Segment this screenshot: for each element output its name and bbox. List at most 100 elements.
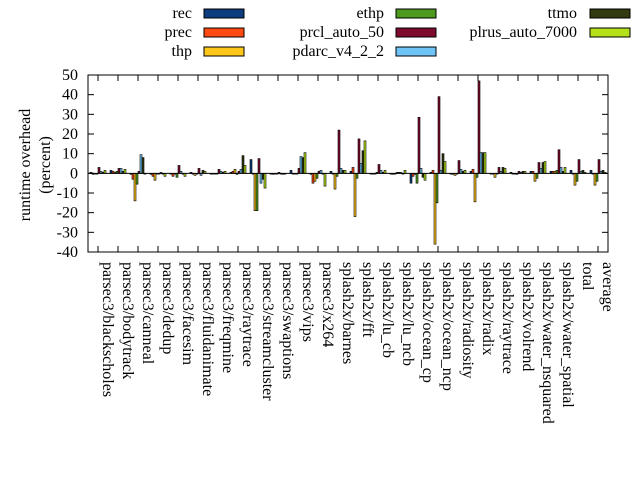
x-tick-label: parsec3/streamcluster: [259, 262, 276, 401]
bar-plrus_auto_7000: [483, 152, 487, 174]
bar-ttmo: [141, 157, 145, 174]
legend-label-thp: thp: [172, 43, 192, 60]
bar-ethp: [435, 173, 439, 204]
bar-plrus_auto_7000: [323, 173, 327, 187]
bar-pdarc_v4_2_2: [139, 154, 143, 174]
bar-ethp: [535, 173, 539, 179]
bar-prec: [471, 169, 475, 174]
bar-thp: [153, 173, 157, 181]
y-tick-label: 20: [62, 126, 78, 143]
x-tick-label: splash2x/radiosity: [459, 262, 476, 378]
y-tick-label: -10: [57, 185, 78, 202]
bar-thp: [233, 169, 237, 174]
bar-ethp: [475, 173, 479, 178]
x-tick-label: splash2x/radix: [479, 262, 496, 355]
x-tick-label: splash2x/ocean_ncp: [439, 262, 456, 391]
bar-ethp: [255, 173, 259, 211]
bar-prcl_auto_50: [257, 158, 261, 174]
y-axis-unit-label: (percent): [37, 136, 54, 194]
legend-label-ttmo: ttmo: [548, 5, 577, 22]
bar-pdarc_v4_2_2: [419, 168, 423, 174]
x-tick-label: parsec3/fluidanimate: [199, 262, 216, 396]
y-tick-label: -40: [57, 244, 78, 261]
plot-border: [87, 74, 609, 253]
x-tick-label: splash2x/fft: [359, 262, 376, 338]
bar-ethp: [135, 173, 139, 185]
legend-swatch-thp: [203, 46, 245, 57]
y-tick-label: 10: [62, 146, 78, 163]
legend-label-prec: prec: [164, 24, 192, 41]
bar-plrus_auto_7000: [503, 168, 507, 174]
x-tick-label: splash2x/barnes: [339, 262, 356, 364]
x-tick-label: parsec3/bodytrack: [119, 262, 136, 379]
legend-swatch-ethp: [395, 8, 437, 19]
legend-swatch-prcl_auto_50: [395, 27, 437, 38]
x-tick-label: average: [599, 262, 616, 312]
x-tick-label: parsec3/dedup: [159, 262, 176, 354]
bar-prcl_auto_50: [197, 168, 201, 174]
x-tick-label: parsec3/canneal: [139, 262, 156, 365]
legend-swatch-ttmo: [589, 8, 631, 19]
bar-ethp: [415, 173, 419, 184]
bar-plrus_auto_7000: [243, 165, 247, 174]
bar-plrus_auto_7000: [263, 173, 267, 189]
x-tick-label: parsec3/blackscholes: [99, 262, 116, 397]
bar-prcl_auto_50: [337, 129, 341, 174]
bar-ethp: [355, 173, 359, 179]
legend: rec prec thp ethp prcl_auto_50 pdarc_v4_2_2 tt…: [164, 5, 631, 60]
legend-label-prcl_auto_50: prcl_auto_50: [300, 24, 384, 41]
legend-swatch-plrus_auto_7000: [589, 27, 631, 38]
bar-prec: [351, 167, 355, 174]
x-tick-label: parsec3/facesim: [179, 262, 196, 366]
bar-prec: [131, 173, 135, 180]
bar-prcl_auto_50: [97, 167, 101, 174]
legend-label-rec: rec: [172, 5, 192, 22]
y-tick-label: -30: [57, 224, 78, 241]
bar-thp: [253, 173, 257, 211]
bar-ethp: [595, 173, 599, 182]
bar-plrus_auto_7000: [543, 161, 547, 174]
bar-prcl_auto_50: [437, 96, 441, 174]
x-tick-label: parsec3/vips: [299, 262, 316, 342]
bar-ethp: [575, 173, 579, 182]
bar-plrus_auto_7000: [423, 173, 427, 181]
bar-thp: [473, 173, 477, 203]
bar-plrus_auto_7000: [443, 161, 447, 174]
bar-thp: [133, 173, 137, 202]
bar-prcl_auto_50: [177, 165, 181, 174]
x-tick-label: parsec3/raytrace: [239, 262, 256, 367]
bar-thp: [353, 173, 357, 217]
legend-swatch-prec: [203, 27, 245, 38]
bar-plrus_auto_7000: [563, 167, 567, 174]
bar-plrus_auto_7000: [123, 169, 127, 174]
legend-swatch-pdarc_v4_2_2: [395, 46, 437, 57]
y-tick-label: -20: [57, 205, 78, 222]
bar-ethp: [175, 173, 179, 178]
bar-pdarc_v4_2_2: [239, 169, 243, 174]
x-tick-label: splash2x/lu_cb: [379, 262, 396, 358]
bar-ethp: [315, 173, 319, 179]
x-tick-label: splash2x/water_nsquared: [539, 262, 556, 424]
bar-pdarc_v4_2_2: [119, 168, 123, 174]
axes: parsec3/blackscholes parsec3/bodytrack par…: [57, 67, 616, 424]
bar-rec: [249, 159, 253, 174]
x-tick-label: splash2x/raytrace: [499, 262, 516, 374]
x-tick-label: parsec3/x264: [319, 262, 336, 347]
bar-prcl_auto_50: [417, 116, 421, 174]
bars: [89, 80, 607, 245]
legend-label-pdarc_v4_2_2: pdarc_v4_2_2: [292, 43, 384, 60]
x-tick-label: splash2x/water_spatial: [559, 262, 576, 408]
x-tick-label: parsec3/swaptions: [279, 262, 296, 379]
legend-label-plrus_auto_7000: plrus_auto_7000: [469, 24, 577, 41]
x-tick-label: total: [579, 262, 596, 291]
x-tick-label: splash2x/volrend: [519, 262, 536, 371]
legend-label-ethp: ethp: [356, 5, 384, 22]
bar-plrus_auto_7000: [363, 140, 367, 174]
bar-ttmo: [241, 155, 245, 174]
x-tick-label: parsec3/freqmine: [219, 262, 236, 373]
x-tick-label: splash2x/ocean_cp: [419, 262, 436, 383]
legend-swatch-rec: [203, 8, 245, 19]
bar-plrus_auto_7000: [303, 152, 307, 174]
bar-prcl_auto_50: [117, 168, 121, 174]
